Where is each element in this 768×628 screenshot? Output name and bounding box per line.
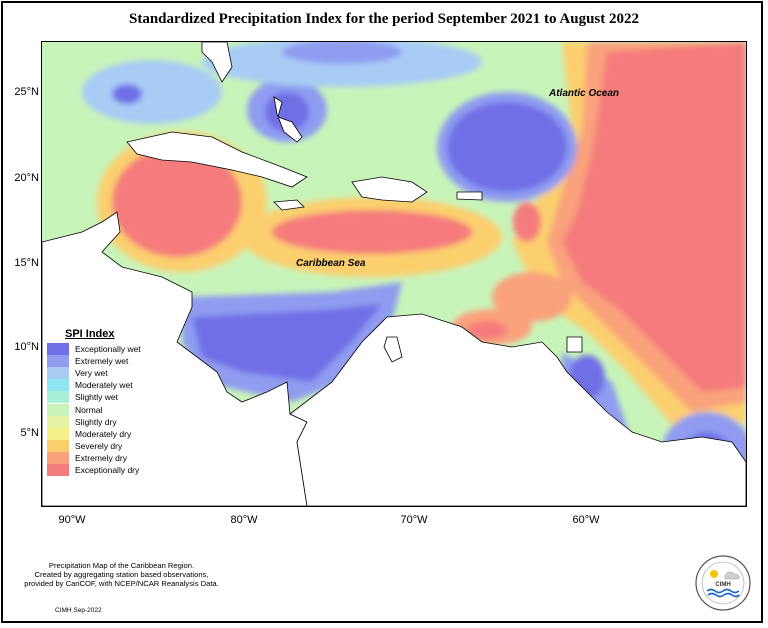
jamaica-land bbox=[273, 199, 305, 211]
credits-line-2: Created by aggregating station based obs… bbox=[34, 570, 209, 579]
lon-tick-90w: 90°W bbox=[58, 514, 86, 526]
lat-tick-20n: 20°N bbox=[14, 172, 39, 184]
legend-label: Slightly dry bbox=[75, 416, 117, 427]
legend-item: Exceptionally wet bbox=[45, 343, 169, 356]
legend-item: Exceptionally dry bbox=[45, 463, 169, 476]
legend-title: SPI Index bbox=[65, 328, 115, 340]
zone-venezuela-dry-core bbox=[467, 321, 507, 339]
footer-credit: CIMH Sep-2022 bbox=[55, 607, 102, 614]
legend-item: Extremely wet bbox=[45, 355, 169, 368]
legend-item: Moderately wet bbox=[45, 379, 169, 392]
bahamas-islands bbox=[273, 96, 303, 143]
credits-line-1: Precipitation Map of the Caribbean Regio… bbox=[48, 561, 195, 570]
legend-item: Moderately dry bbox=[45, 427, 169, 440]
legend-label: Very wet bbox=[75, 368, 108, 379]
zone-nw-wet-core bbox=[112, 84, 142, 104]
lon-tick-80w: 80°W bbox=[230, 514, 258, 526]
legend-item: Extremely dry bbox=[45, 451, 169, 464]
legend-swatch bbox=[47, 439, 69, 452]
logo-text: CIMH bbox=[715, 582, 730, 588]
legend-item: Very wet bbox=[45, 367, 169, 380]
legend-label: Extremely wet bbox=[75, 356, 129, 367]
legend-label: Moderately dry bbox=[75, 428, 132, 439]
legend-label: Exceptionally dry bbox=[75, 464, 140, 475]
zone-east-dry-core bbox=[562, 42, 746, 392]
legend-item: Slightly wet bbox=[45, 391, 169, 404]
legend-label: Normal bbox=[75, 404, 103, 415]
legend-swatch bbox=[47, 451, 69, 464]
legend-swatch bbox=[47, 379, 69, 392]
legend-label: Extremely dry bbox=[75, 452, 127, 463]
lake-maracaibo bbox=[383, 336, 403, 363]
lat-tick-5n: 5°N bbox=[20, 427, 39, 439]
cuba-land bbox=[126, 131, 308, 188]
legend-item: Severely dry bbox=[45, 439, 169, 452]
legend-label: Exceptionally wet bbox=[75, 344, 141, 355]
credits-line-3: provided by CariCOF, with NCEP/NCAR Rean… bbox=[24, 579, 219, 588]
trinidad-land bbox=[566, 336, 583, 353]
zone-atlantic-wet-core bbox=[447, 102, 567, 192]
cimh-logo-icon: CIMH bbox=[695, 555, 751, 611]
legend-swatch bbox=[47, 463, 69, 476]
map-title: Standardized Precipitation Index for the… bbox=[128, 11, 639, 27]
zone-antilles-dry bbox=[492, 272, 572, 322]
legend-item: Normal bbox=[45, 403, 169, 416]
zone-north-wet-core bbox=[282, 42, 402, 64]
lon-tick-60w: 60°W bbox=[572, 514, 600, 526]
puerto-rico-land bbox=[456, 191, 483, 201]
legend-swatch bbox=[47, 403, 69, 416]
lat-tick-25n: 25°N bbox=[14, 86, 39, 98]
legend-swatch bbox=[47, 415, 69, 428]
legend-label: Severely dry bbox=[75, 440, 123, 451]
legend-swatch bbox=[47, 427, 69, 440]
legend-items: Exceptionally wet Extremely wet Very wet Mo… bbox=[45, 343, 169, 476]
zone-carib-dry-core bbox=[272, 210, 472, 254]
credits: Precipitation Map of the Caribbean Regio… bbox=[14, 561, 229, 588]
spi-legend: SPI Index Exceptionally wet Extremely wet… bbox=[45, 326, 169, 481]
lat-tick-15n: 15°N bbox=[14, 257, 39, 269]
zone-gulf-dry-core bbox=[112, 147, 242, 257]
hispaniola-land bbox=[351, 176, 428, 203]
florida-land bbox=[201, 42, 233, 83]
atlantic-ocean-label: Atlantic Ocean bbox=[549, 88, 620, 99]
legend-item: Slightly dry bbox=[45, 415, 169, 428]
legend-label: Moderately wet bbox=[75, 380, 133, 391]
legend-swatch bbox=[47, 367, 69, 380]
legend-swatch bbox=[47, 391, 69, 404]
south-america-land bbox=[289, 313, 746, 506]
legend-swatch bbox=[47, 355, 69, 368]
legend-label: Slightly wet bbox=[75, 392, 118, 403]
lat-tick-10n: 10°N bbox=[14, 341, 39, 353]
zone-north-wet bbox=[202, 42, 482, 87]
legend-swatch bbox=[47, 343, 69, 356]
spi-map-canvas bbox=[42, 42, 746, 506]
cimh-logo: CIMH bbox=[695, 555, 751, 611]
zone-sw-wet-core bbox=[192, 304, 382, 382]
lon-tick-70w: 70°W bbox=[400, 514, 428, 526]
zone-nw-wet-outer bbox=[82, 60, 222, 124]
caribbean-sea-label: Caribbean Sea bbox=[296, 258, 366, 269]
zone-antilles-dry-core bbox=[513, 202, 541, 242]
